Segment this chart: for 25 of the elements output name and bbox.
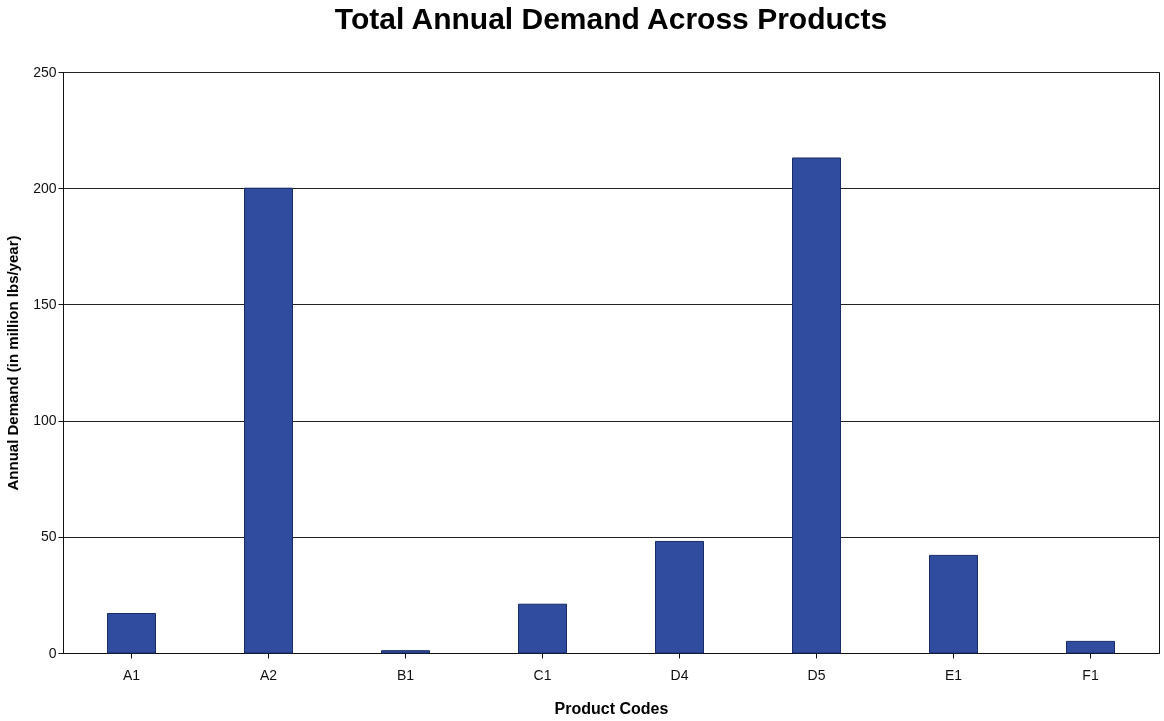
x-tick-label: A1 — [122, 666, 141, 683]
x-tick-label: B1 — [396, 666, 415, 683]
y-axis-title: Annual Demand (in million lbs/year) — [4, 235, 22, 491]
x-tick-label: F1 — [1082, 666, 1099, 683]
chart-title: Total Annual Demand Across Products — [334, 2, 888, 35]
bar — [929, 554, 978, 654]
x-tick-label: E1 — [944, 666, 963, 683]
bar — [792, 157, 841, 654]
bar — [655, 540, 704, 654]
bar — [244, 187, 293, 654]
y-tick-label: 0 — [48, 644, 57, 661]
bar — [107, 612, 156, 654]
x-tick-label: D4 — [670, 666, 689, 683]
y-tick-label: 50 — [40, 528, 57, 545]
x-tick-label: D5 — [807, 666, 826, 683]
y-tick-label: 150 — [33, 295, 57, 312]
bar — [518, 603, 567, 654]
x-tick-label: A2 — [259, 666, 278, 683]
y-tick-label: 100 — [33, 412, 57, 429]
y-tick-label: 250 — [33, 63, 57, 80]
y-tick-label: 200 — [33, 179, 57, 196]
bar — [381, 650, 430, 654]
x-axis-title: Product Codes — [554, 699, 669, 717]
x-tick-label: C1 — [533, 666, 552, 683]
bar — [1066, 640, 1115, 654]
